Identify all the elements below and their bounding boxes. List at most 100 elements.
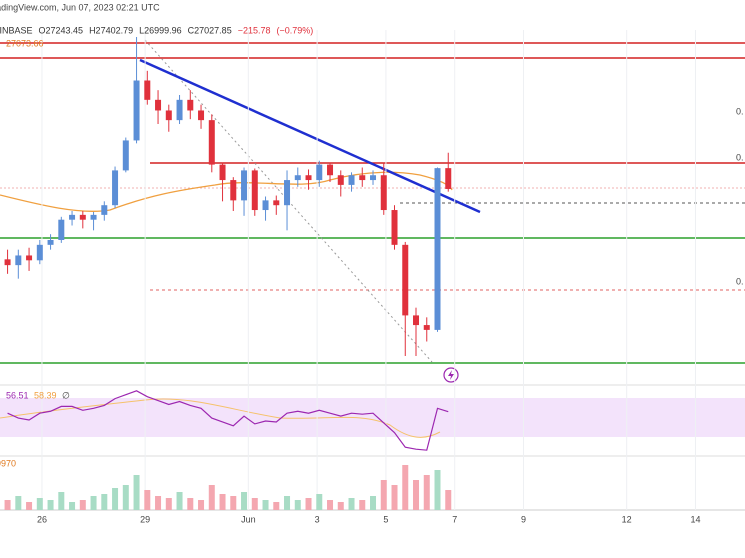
volume-bar — [348, 498, 355, 510]
candle-body — [187, 99, 194, 111]
x-tick-label: 3 — [315, 514, 320, 524]
x-tick-label: 9 — [521, 514, 526, 524]
candle-body — [47, 240, 54, 245]
candle-body — [434, 168, 441, 330]
volume-bar — [79, 500, 86, 510]
volume-bar — [337, 502, 344, 510]
candle-body — [423, 325, 430, 330]
volume-bar — [144, 490, 151, 510]
plot — [4, 37, 452, 510]
candle-body — [112, 170, 119, 206]
candle-body — [305, 175, 312, 181]
volume-bar — [445, 490, 452, 510]
candle-body — [165, 110, 172, 121]
candle-body — [359, 175, 366, 181]
candle-body — [90, 214, 97, 220]
candle-body — [219, 164, 226, 181]
candle-body — [327, 164, 334, 176]
x-tick-label: 14 — [690, 514, 700, 524]
candle-body — [101, 205, 108, 215]
candle-body — [198, 110, 205, 121]
candle-body — [316, 164, 323, 181]
candle-body — [402, 244, 409, 316]
volume-bar — [165, 498, 172, 510]
header-bg — [0, 0, 330, 28]
volume-bar — [370, 496, 377, 510]
volume-bar — [47, 500, 54, 510]
volume-bar — [391, 485, 398, 510]
candle-body — [230, 180, 237, 201]
event-icon-bolt — [448, 370, 454, 380]
volume-bar — [101, 494, 108, 510]
volume-bar — [36, 498, 43, 510]
volume-bar — [327, 500, 334, 510]
volume-bar — [90, 496, 97, 510]
candle-body — [348, 175, 355, 185]
price-label: 27073.66 — [6, 38, 44, 48]
quote-item: (−0.79%) — [277, 25, 314, 35]
quote-item: L26999.96 — [139, 25, 182, 35]
fib-label: 0. — [736, 106, 744, 116]
candle-body — [445, 168, 452, 189]
candle-body — [15, 255, 22, 266]
volume-bar — [294, 500, 301, 510]
candle-body — [155, 99, 162, 111]
volume-bar — [176, 492, 183, 510]
candle-body — [58, 219, 65, 240]
quote: COINBASE O27243.45 H27402.79 L26999.96 C2702… — [0, 25, 313, 35]
volume-bar — [423, 475, 430, 510]
candle-body — [284, 180, 291, 206]
candle-body — [176, 99, 183, 121]
candle-body — [36, 244, 43, 261]
volume-bar — [122, 485, 129, 510]
candle-body — [391, 210, 398, 245]
volume-bar — [112, 488, 119, 510]
x-tick-label: 26 — [37, 514, 47, 524]
volume-bar — [402, 465, 409, 510]
quote-item: −215.78 — [238, 25, 271, 35]
volume-bar — [241, 492, 248, 510]
rsi-na: ∅ — [62, 390, 70, 400]
volume-bar — [305, 498, 312, 510]
candle-body — [370, 175, 377, 181]
volume-bar — [208, 485, 215, 510]
rsi-ma — [0, 398, 441, 438]
rsi-value: 56.51 — [6, 390, 29, 400]
candle-body — [294, 175, 301, 181]
volume-bar — [251, 498, 258, 510]
candle-body — [133, 80, 140, 141]
volume-bar — [262, 500, 269, 510]
fib-label: 0. — [736, 152, 744, 162]
candle-body — [122, 140, 129, 171]
volume-bar — [413, 480, 420, 510]
volume-bar — [359, 500, 366, 510]
trendline — [139, 58, 481, 214]
candle-body — [380, 175, 387, 211]
quote-item: O27243.45 — [39, 25, 84, 35]
quote-item: C27027.85 — [188, 25, 232, 35]
x-tick-label: Jun — [241, 514, 256, 524]
x-tick-label: 12 — [622, 514, 632, 524]
quote-item: H27402.79 — [89, 25, 133, 35]
x-tick-label: 5 — [383, 514, 388, 524]
rsi-band — [0, 398, 745, 437]
candle-body — [273, 200, 280, 206]
volume-bar — [273, 502, 280, 510]
volume-bar — [155, 496, 162, 510]
candle-body — [79, 214, 86, 220]
candle-body — [337, 175, 344, 185]
quote-item: COINBASE — [0, 25, 33, 35]
volume-bar — [187, 498, 194, 510]
candle-body — [241, 170, 248, 201]
volume-bar — [284, 496, 291, 510]
fib-label: 0. — [736, 276, 744, 286]
candle-body — [251, 170, 258, 211]
volume-bar — [316, 494, 323, 510]
volume-bar — [434, 470, 441, 510]
volume-bar — [4, 500, 11, 510]
volume-bar — [26, 502, 33, 510]
volume-bar — [15, 496, 22, 510]
x-tick-label: 7 — [452, 514, 457, 524]
candle-body — [413, 315, 420, 326]
candle-body — [26, 255, 33, 261]
